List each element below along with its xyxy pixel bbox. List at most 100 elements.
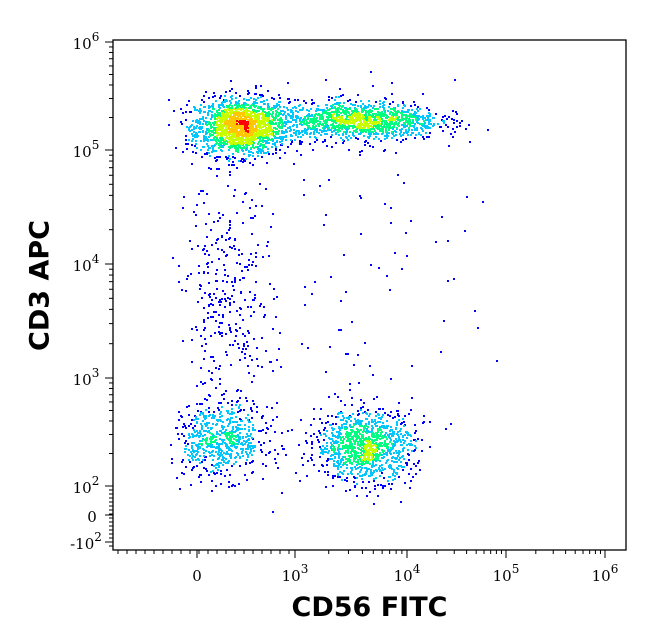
- event-point: [365, 471, 367, 473]
- event-point: [195, 143, 197, 145]
- event-point: [334, 457, 336, 459]
- event-point: [207, 312, 209, 314]
- event-point: [278, 122, 280, 124]
- event-point: [325, 422, 327, 424]
- event-point: [264, 125, 266, 127]
- event-point: [229, 432, 231, 434]
- event-point: [222, 145, 224, 147]
- event-point: [235, 107, 237, 109]
- event-point: [168, 124, 170, 126]
- event-point: [229, 171, 231, 173]
- event-point: [448, 116, 450, 118]
- event-point: [260, 85, 262, 87]
- event-point: [374, 444, 376, 446]
- event-point: [338, 134, 340, 136]
- event-point: [337, 447, 339, 449]
- event-point: [328, 99, 330, 101]
- event-point: [403, 104, 405, 106]
- event-point: [415, 447, 417, 449]
- event-point: [192, 135, 194, 137]
- event-point: [327, 471, 329, 473]
- event-point: [339, 88, 341, 90]
- event-point: [368, 415, 370, 417]
- event-point: [251, 118, 253, 120]
- event-point: [239, 279, 241, 281]
- event-point: [385, 120, 387, 122]
- event-point: [201, 156, 203, 158]
- event-point: [357, 473, 359, 475]
- event-point: [299, 143, 301, 145]
- event-point: [241, 143, 243, 145]
- event-point: [322, 141, 324, 143]
- event-point: [181, 289, 183, 291]
- event-point: [210, 316, 212, 318]
- event-point: [365, 113, 367, 115]
- event-point: [262, 137, 264, 139]
- event-point: [172, 257, 174, 259]
- event-point: [255, 256, 257, 258]
- event-point: [422, 93, 424, 95]
- event-point: [348, 125, 350, 127]
- event-point: [339, 121, 341, 123]
- event-point: [217, 220, 219, 222]
- event-point: [378, 116, 380, 118]
- event-point: [332, 429, 334, 431]
- event-point: [310, 121, 312, 123]
- event-point: [231, 135, 233, 137]
- event-point: [328, 179, 330, 181]
- event-point: [429, 115, 431, 117]
- event-point: [340, 400, 342, 402]
- event-point: [370, 441, 372, 443]
- event-point: [407, 131, 409, 133]
- event-point: [408, 413, 410, 415]
- event-point: [260, 96, 262, 98]
- event-point: [340, 112, 342, 114]
- event-point: [261, 133, 263, 135]
- event-point: [227, 275, 229, 277]
- event-point: [258, 126, 260, 128]
- event-point: [448, 145, 450, 147]
- event-point: [248, 332, 250, 334]
- event-point: [185, 135, 187, 137]
- event-point: [393, 123, 395, 125]
- event-point: [386, 454, 388, 456]
- event-point: [224, 116, 226, 118]
- event-point: [376, 108, 378, 110]
- event-point: [418, 460, 420, 462]
- event-point: [340, 442, 342, 444]
- event-point: [426, 115, 428, 117]
- event-point: [263, 103, 265, 105]
- event-point: [200, 104, 202, 106]
- event-point: [410, 409, 412, 411]
- event-point: [277, 125, 279, 127]
- event-point: [200, 190, 202, 192]
- event-point: [336, 120, 338, 122]
- event-point: [397, 434, 399, 436]
- event-point: [332, 475, 334, 477]
- event-point: [324, 133, 326, 135]
- event-point: [241, 452, 243, 454]
- event-point: [362, 436, 364, 438]
- event-point: [319, 116, 321, 118]
- event-point: [386, 460, 388, 462]
- event-point: [305, 102, 307, 104]
- event-point: [389, 112, 391, 114]
- event-point: [224, 142, 226, 144]
- event-point: [373, 503, 375, 505]
- event-point: [222, 456, 224, 458]
- event-point: [400, 141, 402, 143]
- event-point: [203, 358, 205, 360]
- event-point: [292, 119, 294, 121]
- event-point: [263, 144, 265, 146]
- event-point: [319, 123, 321, 125]
- event-point: [215, 100, 217, 102]
- event-point: [229, 327, 231, 329]
- event-point: [188, 405, 190, 407]
- event-point: [256, 102, 258, 104]
- event-point: [275, 149, 277, 151]
- event-point: [351, 454, 353, 456]
- event-point: [326, 133, 328, 135]
- event-point: [199, 430, 201, 432]
- event-point: [389, 289, 391, 291]
- event-point: [343, 417, 345, 419]
